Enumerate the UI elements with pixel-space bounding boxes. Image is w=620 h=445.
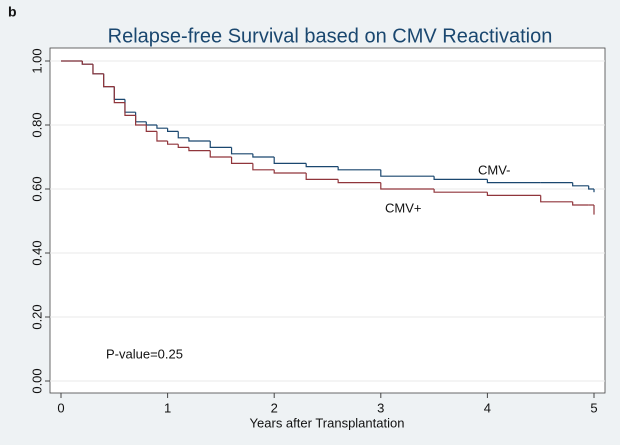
x-tick-label: 2: [271, 400, 278, 415]
x-tick-label: 0: [57, 400, 64, 415]
survival-step: [572, 201, 589, 206]
chart-title: Relapse-free Survival based on CMV React…: [108, 25, 553, 47]
x-tick-label: 3: [377, 400, 384, 415]
survival-step: [167, 128, 179, 132]
survival-step: [81, 61, 93, 65]
survival-step: [209, 141, 232, 148]
survival-step: [103, 73, 115, 88]
series-label: CMV-: [478, 162, 511, 177]
survival-step: [252, 153, 275, 158]
survival-step: [380, 182, 435, 190]
y-tick-label: 0.20: [29, 304, 44, 329]
survival-step: [540, 195, 573, 203]
survival-step: [156, 131, 168, 142]
survival-step: [177, 144, 189, 148]
x-tick-label: 1: [164, 400, 171, 415]
survival-step: [305, 163, 339, 168]
survival-step: [156, 125, 168, 129]
survival-step: [145, 125, 157, 132]
survival-step: [433, 176, 488, 180]
y-tick-label: 0.00: [29, 368, 44, 393]
x-axis-label: Years after Transplantation: [250, 415, 405, 430]
survival-step: [230, 157, 253, 164]
survival-step: [230, 147, 253, 155]
survival-step: [273, 169, 307, 174]
survival-step: [124, 102, 136, 116]
panel-label: b: [8, 4, 17, 20]
x-tick-label: 4: [484, 400, 491, 415]
y-tick-label: 0.60: [29, 176, 44, 201]
survival-step: [252, 163, 275, 171]
survival-step: [135, 115, 147, 126]
annotation: P-value=0.25: [106, 346, 183, 361]
survival-step: [572, 182, 589, 187]
survival-step: [92, 64, 104, 75]
survival-step: [188, 137, 211, 142]
series-label: CMV+: [385, 200, 421, 215]
survival-step: [337, 179, 381, 184]
survival-step: [113, 86, 125, 104]
y-tick-label: 0.80: [29, 112, 44, 137]
y-tick-label: 1.00: [29, 48, 44, 73]
x-tick-label: 5: [590, 400, 597, 415]
survival-step: [337, 166, 381, 171]
survival-step: [188, 147, 211, 152]
survival-step: [486, 179, 541, 184]
y-tick-label: 0.40: [29, 240, 44, 265]
survival-step: [486, 192, 541, 196]
survival-step: [273, 157, 307, 164]
survival-step: [209, 150, 232, 158]
survival-step: [177, 131, 189, 139]
survival-step: [588, 185, 594, 190]
survival-step: [167, 141, 179, 145]
survival-step: [380, 169, 435, 177]
plot-area: [49, 47, 606, 394]
survival-step: [305, 173, 339, 180]
survival-step: [433, 189, 488, 193]
